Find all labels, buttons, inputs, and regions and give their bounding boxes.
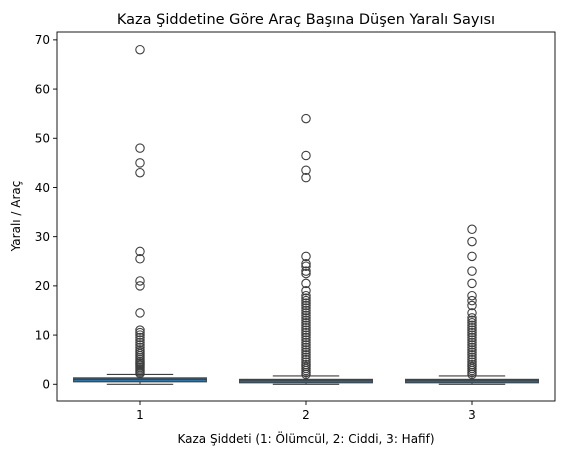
outlier-point: [301, 266, 311, 276]
outlier-point: [467, 330, 477, 340]
outlier-point: [135, 335, 145, 345]
chart-title: Kaza Şiddetine Göre Araç Başına Düşen Ya…: [117, 12, 495, 28]
outlier-point: [467, 350, 477, 360]
outlier-point: [301, 172, 311, 183]
y-tick-label: 30: [35, 230, 50, 244]
outlier-point: [301, 340, 311, 350]
outlier-point: [135, 246, 145, 257]
outlier-point: [301, 369, 311, 380]
outlier-point: [467, 224, 477, 235]
outlier-point: [301, 293, 311, 303]
outlier-point: [301, 305, 311, 316]
y-tick-label: 40: [35, 181, 50, 195]
outlier-point: [467, 327, 477, 338]
outlier-point: [301, 290, 311, 301]
outlier-point: [301, 335, 311, 345]
outlier-point: [467, 315, 477, 326]
outlier-point: [301, 303, 311, 313]
outlier-point: [301, 332, 311, 343]
outlier-point: [467, 345, 477, 355]
outlier-point: [301, 286, 311, 296]
outlier-point: [301, 345, 311, 355]
outlier-point: [135, 281, 145, 291]
outlier-point: [467, 325, 477, 335]
outlier-point: [467, 295, 477, 306]
y-tick-label: 70: [35, 33, 50, 47]
outlier-point: [301, 318, 311, 328]
y-tick-label: 60: [35, 82, 50, 96]
outlier-point: [135, 167, 145, 178]
outlier-point: [467, 266, 477, 276]
outlier-point: [135, 44, 145, 55]
outlier-point: [467, 308, 477, 318]
outlier-point: [467, 342, 477, 353]
outlier-point: [135, 254, 145, 264]
outlier-point: [135, 143, 145, 153]
y-tick-label: 20: [35, 279, 50, 293]
outlier-point: [467, 337, 477, 348]
outlier-point: [135, 337, 145, 348]
y-tick-label: 10: [35, 328, 50, 342]
outlier-point: [135, 325, 145, 335]
x-tick-label: 2: [302, 408, 310, 422]
outlier-point: [301, 251, 311, 262]
outlier-point: [467, 236, 477, 247]
outlier-point: [301, 113, 311, 124]
outlier-point: [135, 276, 145, 286]
outlier-point: [467, 251, 477, 262]
outlier-point: [301, 310, 311, 321]
outlier-point: [301, 295, 311, 306]
outlier-point: [467, 352, 477, 362]
outlier-point: [467, 369, 477, 380]
outlier-point: [301, 313, 311, 323]
outlier-point: [467, 335, 477, 345]
outlier-point: [467, 347, 477, 358]
outlier-point: [301, 350, 311, 360]
plot-area: [73, 44, 539, 385]
outlier-point: [467, 300, 477, 311]
outlier-point: [467, 320, 477, 330]
outlier-point: [301, 342, 311, 353]
outlier-point: [301, 300, 311, 311]
x-tick-label: 1: [136, 408, 144, 422]
outlier-point: [467, 313, 477, 323]
y-tick-label: 50: [35, 132, 50, 146]
outlier-point: [135, 332, 145, 343]
outlier-point: [467, 332, 477, 343]
outlier-point: [135, 330, 145, 340]
outlier-point: [301, 165, 311, 176]
outlier-point: [467, 318, 477, 328]
outlier-point: [135, 158, 145, 168]
outlier-point: [467, 290, 477, 301]
outlier-point: [301, 320, 311, 330]
outlier-point: [301, 258, 311, 269]
outlier-point: [301, 347, 311, 358]
outlier-point: [301, 150, 311, 161]
y-axis-label: Yaralı / Araç: [9, 181, 23, 253]
outlier-point: [301, 322, 311, 333]
outlier-point: [135, 308, 145, 318]
outlier-point: [301, 337, 311, 348]
outlier-point: [301, 330, 311, 340]
outlier-point: [301, 298, 311, 308]
outlier-point: [467, 340, 477, 350]
outlier-point: [301, 268, 311, 279]
outlier-point: [301, 327, 311, 338]
outlier-point: [467, 278, 477, 289]
outlier-point: [301, 308, 311, 318]
outlier-point: [301, 325, 311, 335]
outlier-point: [301, 315, 311, 326]
outlier-point: [301, 278, 311, 289]
x-axis-label: Kaza Şiddeti (1: Ölümcül, 2: Ciddi, 3: H…: [177, 430, 434, 446]
outlier-point: [301, 261, 311, 271]
outlier-point: [467, 322, 477, 333]
outlier-point: [301, 352, 311, 362]
y-tick-label: 0: [42, 378, 50, 392]
x-tick-label: 3: [468, 408, 476, 422]
outlier-point: [135, 327, 145, 338]
outlier-point: [135, 368, 145, 379]
